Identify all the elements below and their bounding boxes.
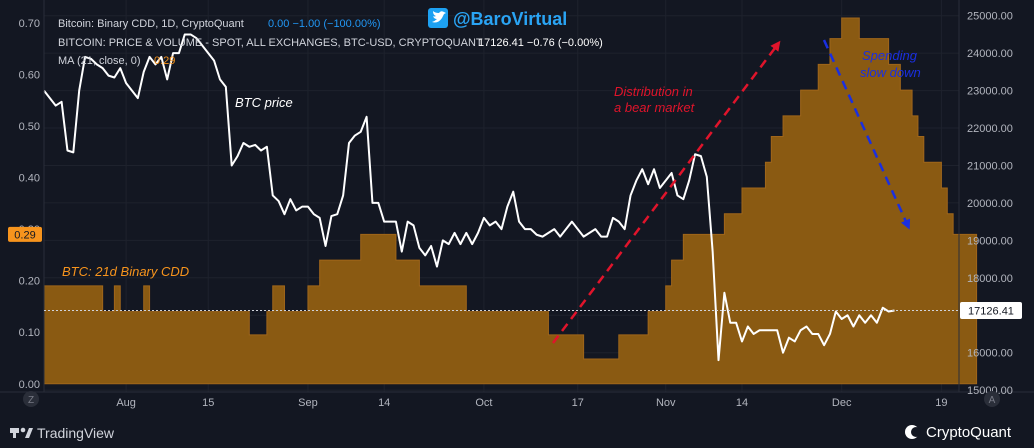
trend-arrows [552,39,911,344]
right-tick-3: 18000.00 [967,273,1013,285]
left-badge-value: 0.29 [14,229,35,241]
cryptoquant-logo-icon [905,425,921,439]
watermark-handle: @BaroVirtual [453,9,567,29]
annotation-spending-line2: slow down [860,65,921,80]
left-badge-bg [8,226,42,242]
left-tick-6: 0.60 [19,70,40,82]
annotation-btc-price: BTC price [235,95,293,110]
legend-cdd-values: 0.00 −1.00 (−100.00%) [268,18,381,30]
time-tick-4: Oct [475,397,492,409]
right-axis-ticks[interactable]: 15000.0016000.0017000.0018000.0019000.00… [967,11,1013,397]
price-line-layer [43,33,895,362]
time-tick-1: 15 [202,397,214,409]
time-tick-7: 14 [736,397,748,409]
left-tick-1: 0.10 [19,327,40,339]
right-value-badge: 17126.41 [960,302,1022,320]
auto-scale-button[interactable] [984,391,1000,407]
left-tick-4: 0.40 [19,173,40,185]
right-tick-4: 19000.00 [967,235,1013,247]
legend-header: Bitcoin: Binary CDD, 1D, CryptoQuant 0.0… [58,18,603,67]
right-tick-5: 20000.00 [967,198,1013,210]
right-badge-value: 17126.41 [968,306,1014,318]
right-badge-bg [960,302,1022,320]
tradingview-brand[interactable]: TradingView [10,425,115,441]
annotation-spending-line1: Spending [862,48,918,63]
time-tick-5: 17 [572,397,584,409]
left-tick-0: 0.00 [19,379,40,391]
cdd-area [43,17,978,385]
price-line [43,33,895,362]
time-tick-3: 14 [378,397,390,409]
time-tick-2: Sep [298,397,318,409]
time-tick-6: Nov [656,397,676,409]
right-tick-6: 21000.00 [967,160,1013,172]
left-tick-2: 0.20 [19,276,40,288]
annotation-distribution-line1: Distribution in [614,84,693,99]
left-value-badge: 0.29 [8,226,42,242]
right-tick-10: 25000.00 [967,11,1013,23]
legend-cdd-name[interactable]: Bitcoin: Binary CDD, 1D, CryptoQuant [58,18,244,30]
time-tick-0: Aug [116,397,136,409]
left-tick-5: 0.50 [19,121,40,133]
left-scale-button[interactable] [23,391,39,407]
twitter-bird-glyph [432,11,446,23]
legend-price-name[interactable]: BITCOIN: PRICE & VOLUME - SPOT, ALL EXCH… [58,37,483,49]
twitter-watermark: @BaroVirtual [428,8,567,29]
legend-price-values: 17126.41 −0.76 (−0.00%) [478,37,603,49]
blue-arrow [822,39,911,230]
left-scale-label: Z [28,395,34,406]
right-tick-9: 24000.00 [967,48,1013,60]
auto-scale-label: A [989,395,996,406]
cdd-area-layer [43,17,978,385]
left-tick-7: 0.70 [19,18,40,30]
time-tick-8: Dec [832,397,852,409]
cryptoquant-brand[interactable]: CryptoQuant [905,424,1012,441]
tradingview-label: TradingView [37,425,115,441]
cryptoquant-label: CryptoQuant [926,424,1012,441]
right-tick-8: 23000.00 [967,86,1013,98]
right-tick-7: 22000.00 [967,123,1013,135]
legend-ma-value: 0.29 [154,55,175,67]
tradingview-logo-icon [10,427,33,438]
right-tick-1: 16000.00 [967,348,1013,360]
right-tick-0: 15000.00 [967,385,1013,397]
annotation-binary-cdd: BTC: 21d Binary CDD [62,264,189,279]
red-arrow [552,40,781,344]
legend-ma-name[interactable]: MA (21, close, 0) [58,55,141,67]
annotation-distribution-line2: a bear market [614,100,696,115]
time-tick-9: 19 [935,397,947,409]
time-axis-ticks[interactable]: Aug 15 Sep 14 Oct 17 Nov 14 Dec 19 [116,397,947,409]
